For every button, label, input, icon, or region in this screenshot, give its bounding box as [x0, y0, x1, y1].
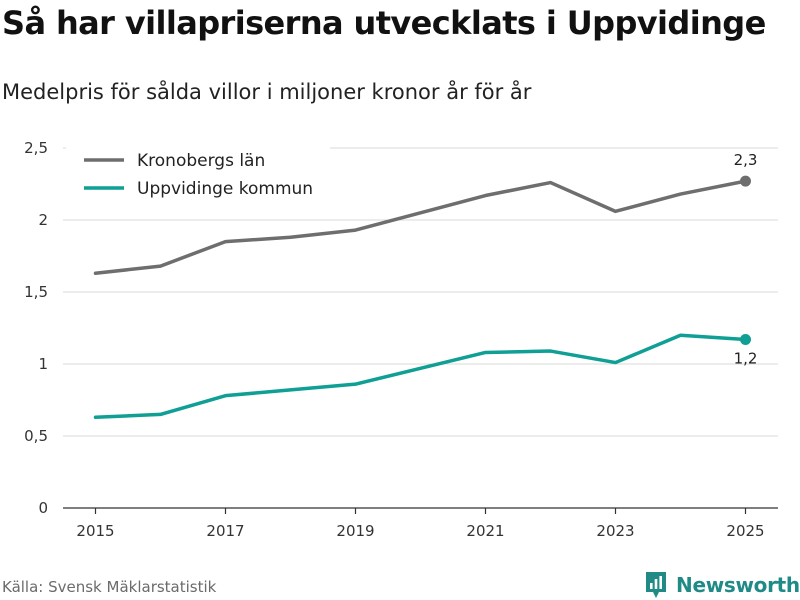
chart-title: Så har villapriserna utvecklats i Uppvid…: [2, 4, 766, 42]
series-line-uppvidinge: [93, 333, 748, 420]
y-tick-label: 2,5: [24, 139, 48, 157]
chart-subtitle: Medelpris för sålda villor i miljoner kr…: [2, 80, 532, 104]
x-tick-label: 2015: [76, 522, 114, 540]
y-tick-label: 1,5: [24, 283, 48, 301]
brand-name: Newsworthy: [676, 573, 800, 597]
brand-logo: Newsworthy: [644, 570, 800, 600]
legend-label-uppvidinge: Uppvidinge kommun: [137, 179, 313, 199]
end-point-uppvidinge: [740, 334, 751, 346]
x-tick-label: 2025: [726, 522, 764, 540]
x-tick-label: 2017: [206, 522, 244, 540]
x-tick-label: 2019: [336, 522, 374, 540]
y-tick-label: 1: [38, 355, 48, 373]
legend-background: [66, 138, 330, 204]
end-point-kronoberg: [740, 175, 751, 187]
y-tick-label: 2: [38, 211, 48, 229]
newsworthy-logo-icon: [646, 572, 666, 598]
end-label-kronoberg: 2,3: [734, 151, 758, 169]
x-tick-label: 2021: [466, 522, 504, 540]
y-tick-label: 0: [38, 499, 48, 517]
x-tick-label: 2023: [596, 522, 634, 540]
end-label-uppvidinge: 1,2: [734, 350, 758, 368]
series-line-kronoberg: [93, 179, 748, 276]
legend-label-kronoberg: Kronobergs län: [137, 151, 265, 171]
y-tick-label: 0,5: [24, 427, 48, 445]
source-note: Källa: Svensk Mäklarstatistik: [2, 578, 217, 596]
